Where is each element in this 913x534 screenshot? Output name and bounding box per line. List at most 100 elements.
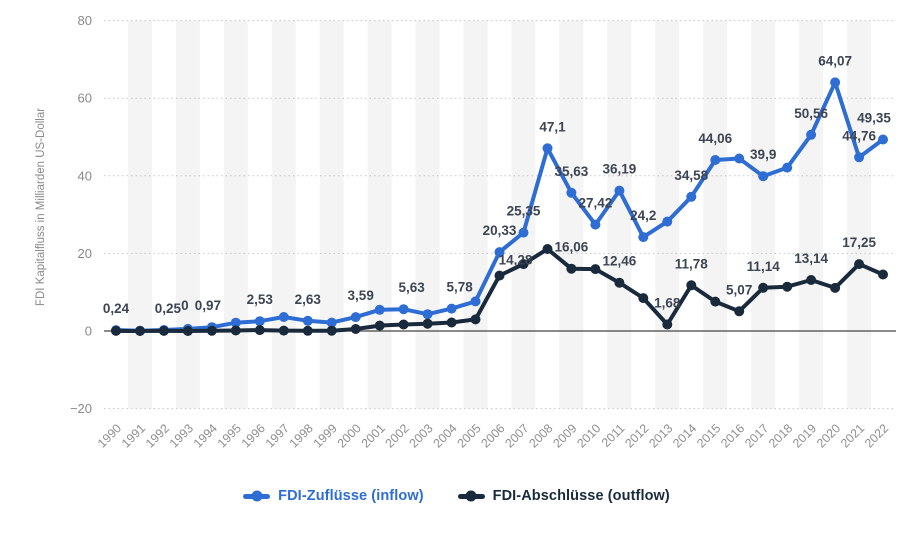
inflow-data-point[interactable] [710, 155, 721, 165]
outflow-data-point[interactable] [230, 325, 241, 336]
inflow-data-point[interactable] [278, 312, 289, 322]
outflow-data-point[interactable] [422, 318, 433, 329]
inflow-data-point[interactable] [374, 304, 385, 315]
outflow-data-point[interactable] [734, 306, 745, 317]
inflow-data-point[interactable] [542, 143, 553, 154]
inflow-data-point[interactable] [854, 152, 865, 163]
x-axis-year-label: 2020 [814, 421, 843, 450]
inflow-data-point[interactable] [494, 247, 505, 258]
inflow-data-point[interactable] [830, 77, 841, 88]
inflow-data-point[interactable] [782, 162, 793, 173]
inflow-data-label: 5,63 [398, 280, 425, 295]
outflow-data-point[interactable] [638, 293, 649, 304]
inflow-data-point[interactable] [686, 191, 697, 202]
inflow-data-label: 20,33 [483, 223, 517, 238]
inflow-data-point[interactable] [230, 317, 241, 328]
y-axis-tick-label: 60 [78, 91, 92, 106]
y-axis-tick-label: 0 [85, 324, 92, 339]
outflow-data-point[interactable] [111, 325, 121, 336]
outflow-data-point[interactable] [806, 275, 817, 285]
outflow-data-point[interactable] [135, 326, 145, 336]
inflow-data-point[interactable] [878, 134, 888, 145]
outflow-data-point[interactable] [446, 317, 457, 328]
inflow-legend-label: FDI-Zuflüsse (inflow) [278, 488, 424, 504]
outflow-data-point[interactable] [566, 263, 577, 274]
outflow-data-point[interactable] [182, 326, 193, 336]
inflow-data-point[interactable] [758, 171, 769, 182]
background-stripe [703, 20, 728, 409]
inflow-data-point[interactable] [662, 216, 673, 227]
inflow-data-point[interactable] [614, 185, 625, 196]
x-axis-year-label: 2012 [622, 421, 651, 450]
background-stripe [223, 20, 248, 409]
x-axis-year-label: 1999 [311, 421, 340, 450]
inflow-data-point[interactable] [350, 312, 361, 323]
inflow-data-label: 0,97 [195, 298, 221, 313]
x-axis-year-label: 2013 [646, 421, 675, 450]
outflow-data-label: 17,25 [842, 235, 876, 250]
inflow-data-label: 3,59 [348, 288, 374, 303]
outflow-data-point[interactable] [830, 282, 841, 293]
background-stripe [559, 20, 584, 409]
outflow-data-point[interactable] [278, 325, 289, 336]
outflow-data-point[interactable] [854, 259, 865, 270]
inflow-data-point[interactable] [446, 303, 457, 314]
inflow-data-label: 2,53 [247, 292, 274, 307]
outflow-data-point[interactable] [158, 325, 169, 336]
outflow-data-point[interactable] [614, 277, 625, 288]
outflow-data-label: 11,14 [747, 259, 781, 274]
legend-item-inflow[interactable]: FDI-Zuflüsse (inflow) [243, 488, 424, 504]
x-axis-year-label: 1994 [191, 421, 220, 450]
inflow-data-point[interactable] [734, 153, 745, 164]
outflow-data-point[interactable] [686, 280, 697, 291]
inflow-data-label: 0,24 [103, 301, 130, 316]
outflow-data-point[interactable] [590, 264, 601, 275]
x-axis-year-label: 2018 [766, 421, 795, 450]
inflow-data-point[interactable] [638, 232, 649, 243]
inflow-data-label: 64,07 [818, 53, 852, 68]
inflow-data-point[interactable] [254, 316, 265, 327]
outflow-data-point[interactable] [518, 259, 529, 270]
outflow-data-point[interactable] [470, 314, 481, 325]
outflow-data-point[interactable] [302, 325, 313, 336]
outflow-data-point[interactable] [254, 325, 265, 336]
legend-item-outflow[interactable]: FDI-Abschlüsse (outflow) [457, 488, 670, 504]
inflow-data-point[interactable] [398, 304, 409, 315]
inflow-data-label: 2,63 [295, 292, 322, 307]
outflow-data-point[interactable] [206, 325, 217, 336]
inflow-data-label: 49,35 [857, 111, 891, 126]
outflow-data-label: 16,06 [555, 240, 589, 255]
background-stripe [175, 20, 200, 409]
inflow-data-point[interactable] [806, 129, 817, 140]
outflow-data-point[interactable] [398, 319, 409, 330]
y-axis-tick-label: 20 [78, 246, 92, 261]
outflow-data-label: 13,14 [794, 251, 828, 266]
inflow-data-label: 24,2 [630, 208, 656, 223]
outflow-data-point[interactable] [878, 269, 888, 280]
inflow-data-label: 44,06 [698, 131, 732, 146]
outflow-data-point[interactable] [350, 324, 361, 334]
x-axis-year-label: 1995 [215, 421, 244, 450]
inflow-data-point[interactable] [518, 227, 529, 238]
background-stripe [319, 20, 344, 409]
inflow-data-point[interactable] [422, 309, 433, 320]
inflow-data-point[interactable] [590, 219, 601, 230]
x-axis-year-label: 2019 [790, 421, 819, 450]
background-stripe [799, 20, 824, 409]
outflow-data-point[interactable] [710, 296, 721, 307]
background-stripe [415, 20, 440, 409]
outflow-data-point[interactable] [782, 281, 793, 292]
outflow-data-label: 1,68 [654, 296, 681, 311]
inflow-data-point[interactable] [470, 296, 481, 307]
outflow-data-point[interactable] [326, 325, 337, 336]
outflow-data-point[interactable] [542, 244, 553, 254]
x-axis-year-label: 2004 [430, 421, 459, 450]
outflow-data-point[interactable] [758, 282, 769, 293]
inflow-data-point[interactable] [326, 317, 337, 328]
inflow-data-point[interactable] [566, 187, 577, 198]
outflow-data-point[interactable] [494, 270, 505, 281]
inflow-data-point[interactable] [302, 315, 313, 326]
outflow-data-point[interactable] [374, 320, 385, 331]
outflow-data-point[interactable] [662, 319, 673, 330]
